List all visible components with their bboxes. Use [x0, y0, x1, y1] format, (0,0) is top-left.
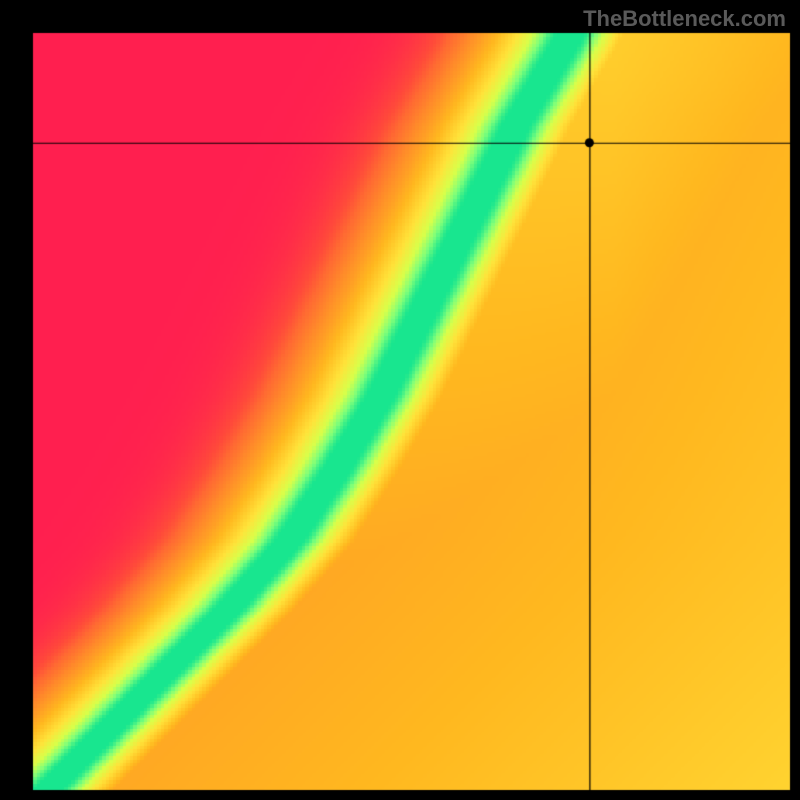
bottleneck-heatmap	[0, 0, 800, 800]
watermark-text: TheBottleneck.com	[583, 6, 786, 32]
